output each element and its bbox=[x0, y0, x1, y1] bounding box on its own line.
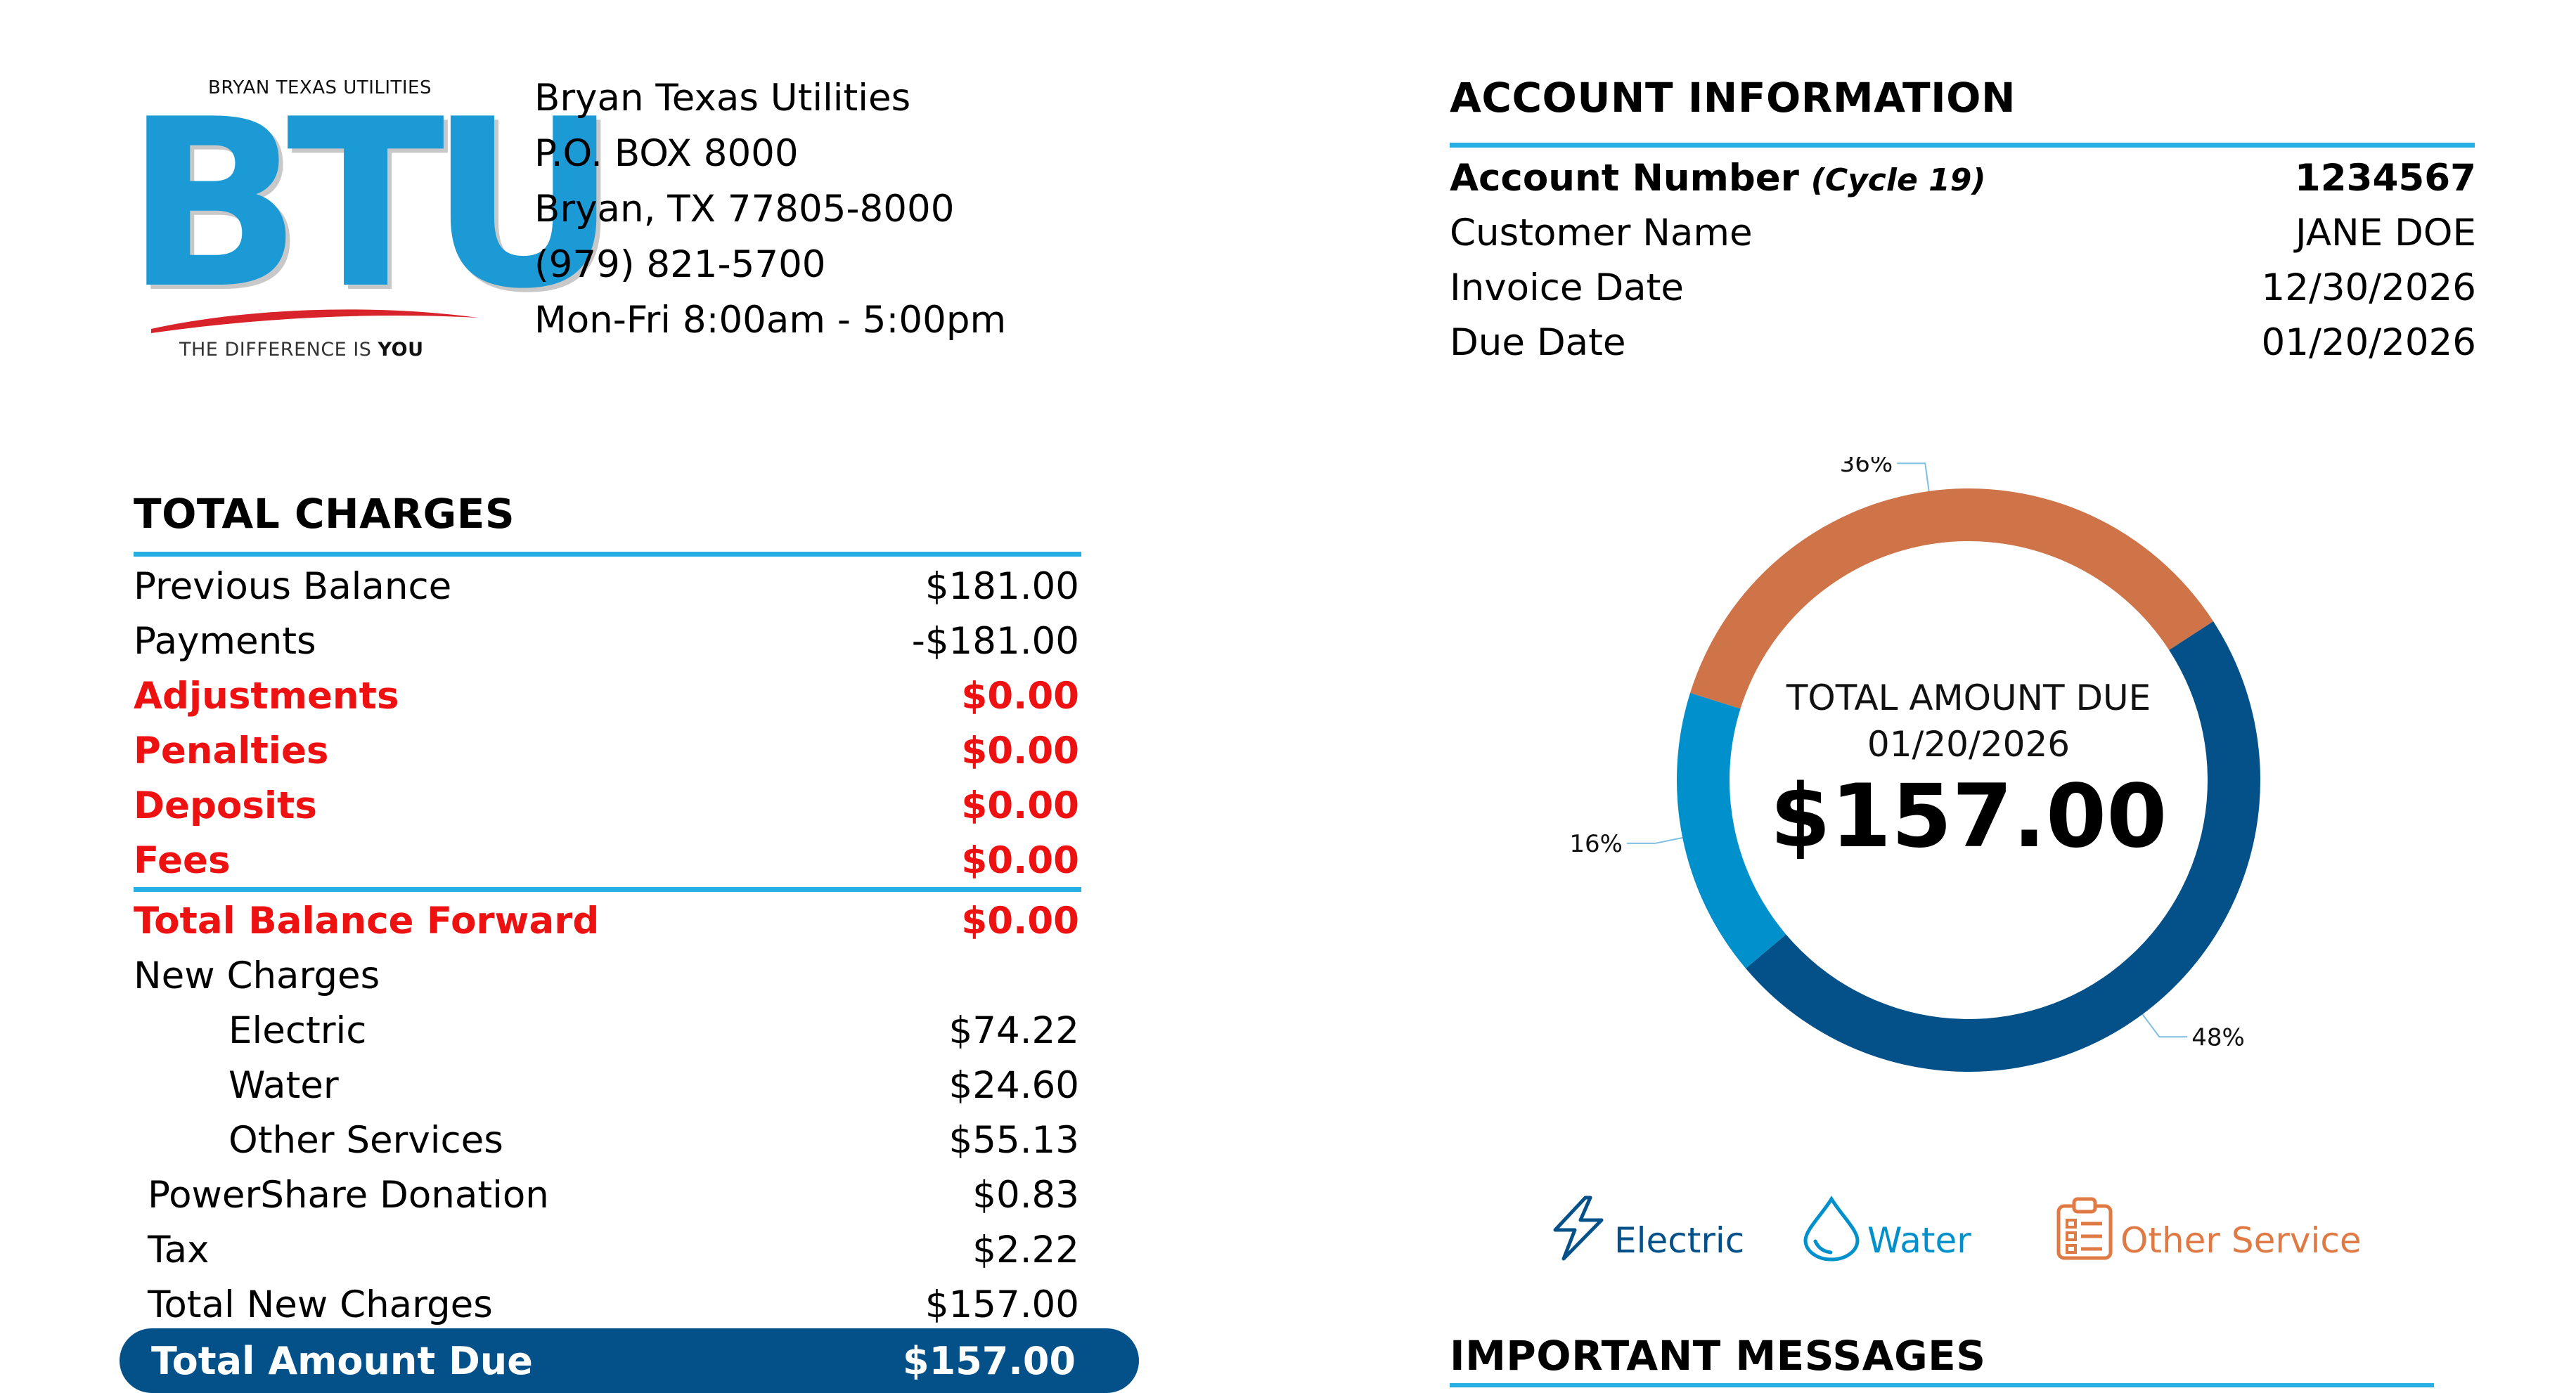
donut-data-label: 36% bbox=[1840, 457, 1893, 478]
charge-label: Other Services bbox=[228, 1118, 503, 1162]
charge-row-electric: Electric $74.22 bbox=[228, 1003, 1079, 1058]
logo-letters-text: BTU bbox=[125, 70, 618, 339]
due-date-label: Due Date bbox=[1450, 320, 1626, 364]
charge-label: Fees bbox=[134, 838, 231, 882]
logo-top-text: BRYAN TEXAS UTILITIES bbox=[208, 77, 432, 98]
charge-row-deposits: Deposits $0.00 bbox=[134, 778, 1079, 833]
total-amount-due-bar: Total Amount Due $157.00 bbox=[120, 1328, 1139, 1393]
donut-slice-water bbox=[1677, 692, 1786, 968]
total-charges-title: TOTAL CHARGES bbox=[134, 490, 515, 538]
charge-row-total-new-charges: Total New Charges $157.00 bbox=[148, 1277, 1079, 1332]
charge-value: $55.13 bbox=[948, 1118, 1079, 1162]
balance-forward-rule bbox=[134, 887, 1081, 892]
charges-donut-chart: 48% 16% 36% bbox=[1569, 457, 2260, 1072]
water-drop-icon bbox=[1803, 1196, 1860, 1262]
charge-label: Electric bbox=[228, 1009, 367, 1052]
company-name: Bryan Texas Utilities bbox=[534, 77, 911, 119]
charge-label: Deposits bbox=[134, 784, 317, 827]
charge-value: $157.00 bbox=[925, 1283, 1079, 1326]
company-contact: Bryan Texas Utilities P.O. BOX 8000 Brya… bbox=[534, 70, 1006, 348]
charge-row-powershare-donation: PowerShare Donation $0.83 bbox=[148, 1167, 1079, 1222]
account-number-label: Account Number (Cycle 19) bbox=[1450, 156, 1986, 200]
charge-value: $0.00 bbox=[961, 838, 1079, 882]
charge-label: Payments bbox=[134, 619, 316, 663]
donut-center-amount: $157.00 bbox=[1770, 766, 2168, 867]
logo-swoosh-icon bbox=[151, 309, 478, 333]
legend-label-water: Water bbox=[1867, 1220, 1971, 1261]
charge-row-penalties: Penalties $0.00 bbox=[134, 723, 1079, 778]
customer-name-label: Customer Name bbox=[1450, 211, 1753, 254]
charge-value: $0.00 bbox=[961, 784, 1079, 827]
logo-letters: BTU bbox=[125, 89, 618, 320]
charge-value: $181.00 bbox=[925, 564, 1079, 608]
lightning-icon bbox=[1553, 1196, 1604, 1261]
charge-label: New Charges bbox=[134, 954, 380, 997]
charge-row-tax: Tax $2.22 bbox=[148, 1222, 1079, 1277]
charge-row-previous-balance: Previous Balance $181.00 bbox=[134, 559, 1079, 614]
customer-name-row: Customer Name JANE DOE bbox=[1450, 205, 2476, 260]
legend-item-water: Water bbox=[1800, 1184, 1971, 1262]
charge-label: Water bbox=[228, 1063, 339, 1107]
company-hours: Mon-Fri 8:00am - 5:00pm bbox=[534, 299, 1007, 342]
account-number-value: 1234567 bbox=[2294, 156, 2476, 200]
charge-value: $2.22 bbox=[972, 1228, 1079, 1271]
charge-row-new-charges: New Charges bbox=[134, 948, 1079, 1003]
charge-label: Adjustments bbox=[134, 674, 399, 718]
donut-leader-line bbox=[1897, 462, 1930, 491]
charge-label: Total New Charges bbox=[148, 1283, 493, 1326]
logo-tagline: THE DIFFERENCE IS YOU bbox=[179, 339, 424, 361]
due-date-row: Due Date 01/20/2026 bbox=[1450, 315, 2476, 370]
charge-row-fees: Fees $0.00 bbox=[134, 833, 1079, 888]
charge-row-adjustments: Adjustments $0.00 bbox=[134, 668, 1079, 723]
customer-name-value: JANE DOE bbox=[2295, 211, 2476, 254]
legend-label-electric: Electric bbox=[1614, 1220, 1745, 1261]
donut-leader-line bbox=[2142, 1013, 2188, 1038]
account-information-rule bbox=[1450, 143, 2475, 148]
charge-row-payments: Payments -$181.00 bbox=[134, 614, 1079, 668]
charge-label: Tax bbox=[148, 1228, 210, 1271]
due-date-value: 01/20/2026 bbox=[2261, 320, 2476, 364]
invoice-date-row: Invoice Date 12/30/2026 bbox=[1450, 260, 2476, 315]
donut-slice-other-service bbox=[1689, 488, 2214, 709]
donut-center-title: TOTAL AMOUNT DUE bbox=[1786, 678, 2151, 718]
charge-value: $0.00 bbox=[961, 729, 1079, 772]
donut-leader-line bbox=[1626, 837, 1683, 844]
charge-row-total-balance-forward: Total Balance Forward $0.00 bbox=[134, 893, 1079, 948]
btu-logo: BRYAN TEXAS UTILITIES BTU THE DIFFERENCE… bbox=[120, 70, 618, 372]
charge-label: Penalties bbox=[134, 729, 329, 772]
donut-slice-electric bbox=[1746, 621, 2260, 1072]
charge-label: Total Balance Forward bbox=[134, 899, 600, 942]
charge-row-water: Water $24.60 bbox=[228, 1058, 1079, 1113]
charge-value: $0.00 bbox=[961, 899, 1079, 942]
total-amount-due-value: $157.00 bbox=[903, 1338, 1076, 1383]
charge-label: Previous Balance bbox=[134, 564, 452, 608]
donut-center-text: TOTAL AMOUNT DUE 01/20/2026 $157.00 bbox=[1687, 675, 2250, 866]
clipboard-icon bbox=[2056, 1197, 2113, 1260]
donut-center-date: 01/20/2026 bbox=[1867, 724, 2071, 765]
donut-data-label: 48% bbox=[2191, 1023, 2245, 1051]
donut-data-label: 16% bbox=[1569, 830, 1623, 858]
important-messages-rule bbox=[1450, 1383, 2434, 1387]
total-charges-rule bbox=[134, 552, 1081, 557]
legend-item-electric: Electric bbox=[1547, 1184, 1744, 1262]
company-phone: (979) 821-5700 bbox=[534, 243, 826, 286]
account-number-row: Account Number (Cycle 19) 1234567 bbox=[1450, 150, 2476, 205]
charge-row-other-services: Other Services $55.13 bbox=[228, 1113, 1079, 1167]
charge-label: PowerShare Donation bbox=[148, 1173, 549, 1217]
legend-label-other-service: Other Service bbox=[2120, 1220, 2362, 1261]
charge-value: -$181.00 bbox=[911, 619, 1079, 663]
charge-value: $0.00 bbox=[961, 674, 1079, 718]
charge-value: $74.22 bbox=[948, 1009, 1079, 1052]
charge-value: $24.60 bbox=[948, 1063, 1079, 1107]
company-city-state-zip: Bryan, TX 77805-8000 bbox=[534, 188, 955, 231]
account-information-title: ACCOUNT INFORMATION bbox=[1450, 74, 2016, 122]
company-po-box: P.O. BOX 8000 bbox=[534, 132, 799, 175]
total-amount-due-label: Total Amount Due bbox=[151, 1338, 533, 1383]
charge-value: $0.83 bbox=[972, 1173, 1079, 1217]
invoice-date-value: 12/30/2026 bbox=[2261, 266, 2476, 309]
legend-item-other-service: Other Service bbox=[2053, 1184, 2362, 1262]
important-messages-title: IMPORTANT MESSAGES bbox=[1450, 1332, 1986, 1380]
invoice-date-label: Invoice Date bbox=[1450, 266, 1685, 309]
